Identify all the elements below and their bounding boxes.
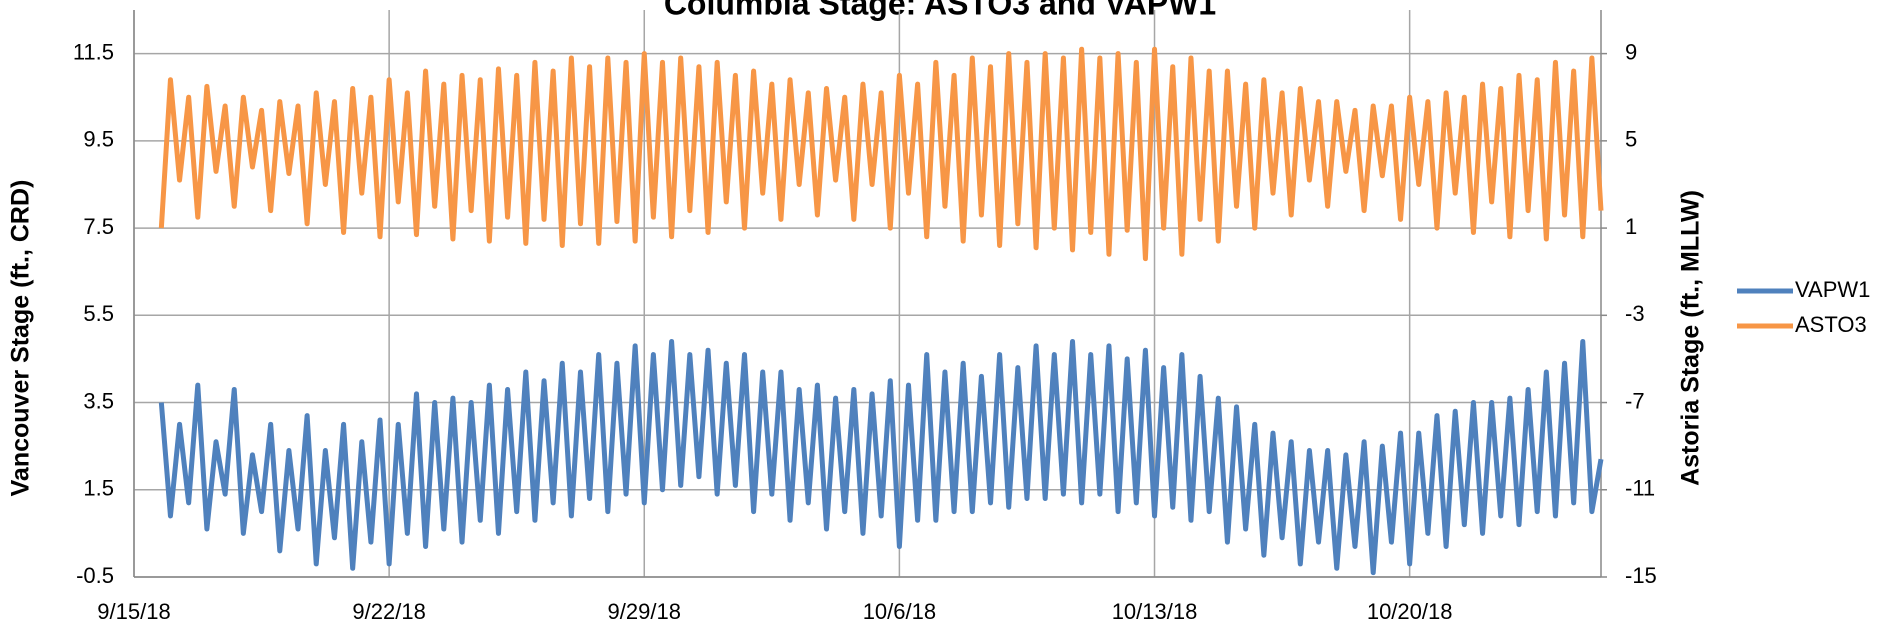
y-tick-label: 5.5 [83, 301, 114, 326]
y-tick-label: 9.5 [83, 127, 114, 152]
y2-tick-label: -7 [1625, 388, 1645, 413]
x-tick-label: 10/6/18 [863, 599, 936, 624]
y-tick-label: -0.5 [76, 563, 114, 588]
y-tick-label: 7.5 [83, 214, 114, 239]
y2-tick-label: 1 [1625, 214, 1637, 239]
series-line [158, 46, 1604, 262]
y-tick-label: 11.5 [73, 39, 114, 64]
y2-tick-label: -3 [1625, 301, 1645, 326]
y2-tick-label: -11 [1625, 476, 1655, 501]
x-tick-label: 10/20/18 [1367, 599, 1453, 624]
y2-axis-label: Astoria Stage (ft., MLLW) [1677, 190, 1705, 486]
x-tick-label: 9/22/18 [352, 599, 425, 624]
y2-tick-label: 5 [1625, 127, 1637, 152]
series-line [158, 338, 1604, 576]
y2-tick-label: -15 [1625, 563, 1657, 588]
x-tick-label: 9/15/18 [97, 599, 170, 624]
legend-label: VAPW1 [1795, 277, 1870, 302]
y-axis-label: Vancouver Stage (ft., CRD) [7, 180, 35, 497]
legend-label: ASTO3 [1795, 312, 1867, 337]
chart-title: Columbia Stage: ASTO3 and VAPW1 [664, 0, 1216, 21]
y2-tick-label: 9 [1625, 39, 1637, 64]
y-tick-label: 3.5 [83, 388, 114, 413]
x-tick-label: 10/13/18 [1112, 599, 1198, 624]
y-tick-label: 1.5 [83, 476, 114, 501]
x-tick-label: 9/29/18 [608, 599, 681, 624]
